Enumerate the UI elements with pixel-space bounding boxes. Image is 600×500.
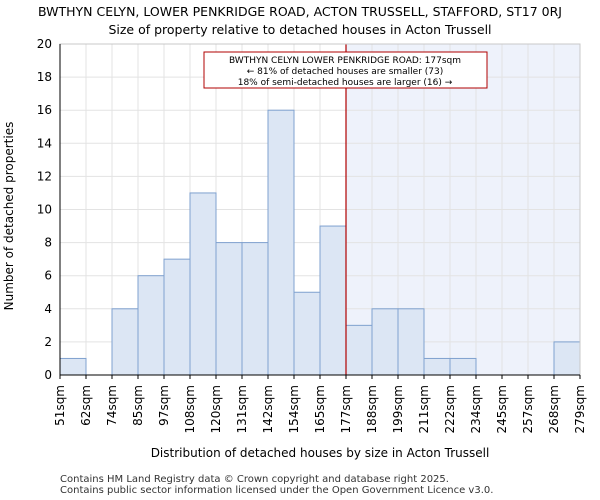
y-tick-label: 16 (37, 103, 52, 117)
histogram-bar (345, 324, 373, 376)
y-tick-label: 8 (44, 236, 52, 250)
x-tick-label: 279sqm (573, 385, 587, 433)
histogram-chart: 0 2 4 6 8 10 12 14 16 18 20 51sqm 62sqm 74sqm 85sqm 97… (2, 37, 587, 460)
x-tick-label: 222sqm (443, 385, 457, 433)
y-tick-label: 4 (44, 302, 52, 316)
y-tick-label: 12 (37, 169, 52, 183)
footer-licence: Contains public sector information licen… (60, 485, 494, 496)
histogram-bar (163, 258, 191, 376)
histogram-bar (189, 192, 217, 376)
histogram-bar (137, 275, 165, 376)
x-tick-label: 131sqm (235, 385, 249, 433)
annotation-line-3: 18% of semi-detached houses are larger (… (238, 78, 453, 88)
histogram-bar (111, 308, 139, 376)
histogram-bar (397, 308, 425, 376)
histogram-bar (449, 357, 477, 376)
x-tick-label: 188sqm (365, 385, 379, 433)
x-tick-label: 268sqm (547, 385, 561, 433)
x-tick-label: 154sqm (287, 385, 301, 433)
x-tick-label: 165sqm (313, 385, 327, 433)
x-tick-label: 142sqm (261, 385, 275, 433)
chart-subtitle: Size of property relative to detached ho… (108, 22, 492, 37)
histogram-bar (553, 341, 581, 376)
histogram-bar (59, 357, 87, 376)
x-tick-label: 97sqm (157, 385, 171, 426)
histogram-bar (267, 109, 295, 376)
x-axis-label: Distribution of detached houses by size … (151, 446, 490, 460)
histogram-bar (319, 225, 347, 376)
x-tick-label: 245sqm (495, 385, 509, 433)
x-tick-label: 199sqm (391, 385, 405, 433)
x-tick-label: 85sqm (131, 385, 145, 426)
x-tick-label: 51sqm (53, 385, 67, 426)
x-tick-label: 211sqm (417, 385, 431, 433)
histogram-bar (215, 242, 243, 376)
y-tick-label: 20 (37, 37, 52, 51)
annotation-line-2: ← 81% of detached houses are smaller (73… (247, 67, 444, 77)
x-tick-label: 177sqm (339, 385, 353, 433)
annotation-line-1: BWTHYN CELYN LOWER PENKRIDGE ROAD: 177sq… (229, 56, 461, 66)
x-tick-label: 120sqm (209, 385, 223, 433)
y-axis-label: Number of detached properties (2, 122, 16, 311)
x-tick-label: 62sqm (79, 385, 93, 426)
x-tick-label: 74sqm (105, 385, 119, 426)
histogram-bar (423, 357, 451, 376)
histogram-bar (241, 242, 269, 376)
x-tick-label: 108sqm (183, 385, 197, 433)
footer-copyright: Contains HM Land Registry data © Crown c… (60, 474, 449, 485)
x-tick-label: 234sqm (469, 385, 483, 433)
y-tick-label: 18 (37, 70, 52, 84)
annotation-box: BWTHYN CELYN LOWER PENKRIDGE ROAD: 177sq… (203, 51, 488, 89)
y-tick-label: 14 (37, 136, 52, 150)
y-tick-label: 6 (44, 269, 52, 283)
y-tick-label: 10 (37, 203, 52, 217)
y-tick-label: 2 (44, 335, 52, 349)
histogram-bar (293, 291, 321, 376)
chart-title: BWTHYN CELYN, LOWER PENKRIDGE ROAD, ACTO… (38, 4, 562, 19)
x-tick-label: 257sqm (521, 385, 535, 433)
histogram-bar (371, 308, 399, 376)
y-tick-label: 0 (44, 368, 52, 382)
